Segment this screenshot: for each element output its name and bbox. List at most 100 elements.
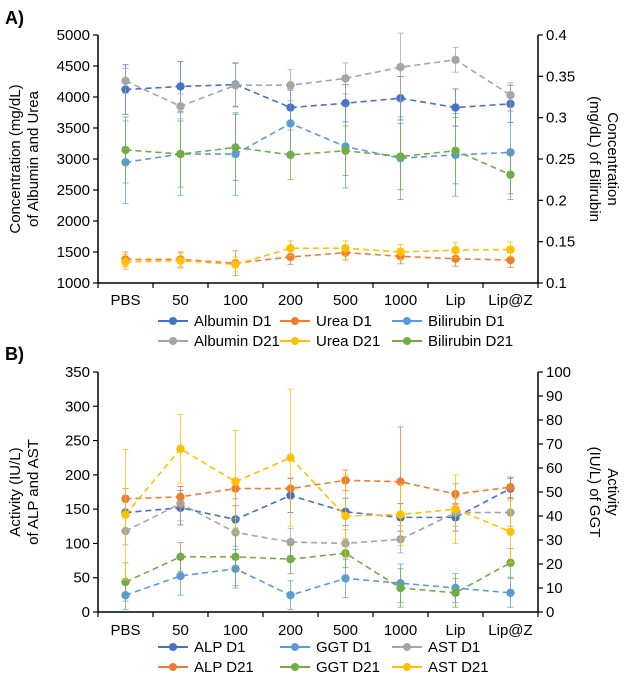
svg-text:Activity(IU/L) of GGT: Activity(IU/L) of GGT bbox=[586, 447, 621, 538]
data-point bbox=[286, 555, 295, 564]
legend-label: Bilirubin D21 bbox=[428, 333, 513, 350]
legend-marker bbox=[403, 663, 411, 671]
x-tick-label-pbs: PBS bbox=[110, 622, 140, 639]
y-axis-label-left: Concentration (mg/dL)of Albumin and Urea bbox=[7, 84, 42, 233]
legend-item-alp-d21: ALP D21 bbox=[158, 659, 254, 676]
series-line bbox=[124, 447, 511, 533]
legend-item-ast-d21: AST D21 bbox=[392, 659, 489, 676]
svg-text:Concentration (mg/dL)of Albumi: Concentration (mg/dL)of Albumin and Urea bbox=[7, 84, 42, 233]
legend: ALP D1 GGT D1 AST D1 ALP D21 GGT D21 AST D21 bbox=[158, 639, 489, 676]
legend: Albumin D1 Urea D1 Bilirubin D1 Albumin D21… bbox=[158, 313, 513, 350]
legend-label: Urea D21 bbox=[316, 333, 380, 350]
y-tick-label-right: 90 bbox=[546, 388, 563, 405]
data-point bbox=[396, 63, 405, 72]
data-point bbox=[176, 82, 185, 91]
series-line bbox=[125, 502, 511, 545]
x-tick-label-100: 100 bbox=[223, 622, 248, 639]
panel-label: B) bbox=[5, 344, 24, 364]
data-point bbox=[451, 504, 460, 514]
data-point bbox=[506, 90, 515, 100]
data-point bbox=[121, 76, 130, 86]
data-point bbox=[231, 143, 240, 152]
legend-marker bbox=[403, 337, 411, 345]
data-point bbox=[176, 571, 185, 581]
series-line bbox=[125, 146, 511, 176]
legend-item-bilirubin-d1: Bilirubin D1 bbox=[392, 313, 505, 330]
data-point bbox=[286, 591, 295, 600]
legend-item-bilirubin-d21: Bilirubin D21 bbox=[392, 333, 513, 350]
series-line bbox=[125, 247, 511, 266]
legend-marker bbox=[291, 317, 299, 325]
x-tick-label-pbs: PBS bbox=[110, 292, 140, 309]
data-point bbox=[506, 245, 515, 254]
y-tick-label-left: 2500 bbox=[57, 182, 90, 199]
data-point bbox=[121, 257, 130, 267]
data-point bbox=[176, 256, 185, 265]
data-point bbox=[341, 74, 350, 83]
y-tick-label-right: 100 bbox=[546, 364, 571, 381]
legend-marker bbox=[403, 317, 411, 325]
legend-item-albumin-d21: Albumin D21 bbox=[158, 333, 280, 350]
y-tick-label-right: 0.2 bbox=[546, 192, 567, 209]
legend-label: Albumin D21 bbox=[194, 333, 280, 350]
y-tick-label-right: 50 bbox=[546, 484, 563, 501]
legend-item-urea-d21: Urea D21 bbox=[280, 333, 380, 350]
y-tick-label-right: 0.25 bbox=[546, 151, 575, 168]
legend-marker bbox=[291, 337, 299, 345]
y-axis-label-right: Concentration(mg/dL) of Bilirubin bbox=[586, 96, 621, 222]
y-tick-label-left: 100 bbox=[65, 535, 90, 552]
data-point bbox=[176, 102, 185, 111]
data-point bbox=[341, 146, 350, 155]
y-tick-label-left: 4500 bbox=[57, 58, 90, 75]
legend-label: Albumin D1 bbox=[194, 313, 272, 330]
data-point bbox=[396, 247, 405, 257]
x-tick-label-200: 200 bbox=[278, 292, 303, 309]
data-point bbox=[286, 244, 295, 253]
x-tick-label-100: 100 bbox=[223, 292, 248, 309]
data-point bbox=[451, 146, 460, 155]
data-point bbox=[451, 55, 460, 64]
data-point bbox=[341, 244, 350, 253]
legend-marker bbox=[169, 643, 177, 651]
legend-marker bbox=[291, 643, 299, 651]
data-point bbox=[231, 81, 240, 90]
svg-text:Concentration(mg/dL) of Biliru: Concentration(mg/dL) of Bilirubin bbox=[586, 96, 621, 222]
y-tick-label-left: 300 bbox=[65, 398, 90, 415]
y-axis-label-right: Activity(IU/L) of GGT bbox=[586, 447, 621, 538]
y-tick-label-right: 60 bbox=[546, 460, 563, 477]
y-tick-label-left: 2000 bbox=[57, 213, 90, 230]
x-tick-label-lip: Lip bbox=[445, 622, 465, 639]
y-tick-label-left: 1500 bbox=[57, 244, 90, 261]
x-tick-label-lip-z: Lip@Z bbox=[488, 292, 532, 309]
legend-marker bbox=[403, 643, 411, 651]
legend-item-albumin-d1: Albumin D1 bbox=[158, 313, 272, 330]
series-line bbox=[125, 567, 511, 597]
panel-label: A) bbox=[5, 8, 24, 28]
chart-panel-a: A) 1000 1500 2000 2500 3000 3500 4000 4500 5000 0.… bbox=[5, 8, 621, 350]
x-tick-label-200: 200 bbox=[278, 622, 303, 639]
data-point bbox=[286, 252, 295, 262]
data-point bbox=[121, 145, 130, 155]
y-tick-label-left: 350 bbox=[65, 364, 90, 381]
data-point bbox=[176, 552, 185, 561]
data-point bbox=[286, 150, 295, 160]
data-point bbox=[451, 588, 460, 597]
series-ggt-d21 bbox=[121, 527, 515, 608]
data-point bbox=[506, 255, 515, 265]
data-point bbox=[451, 245, 460, 255]
series-line bbox=[125, 122, 511, 164]
x-tick-label-1000: 1000 bbox=[384, 292, 417, 309]
x-tick-label-50: 50 bbox=[172, 292, 189, 309]
y-tick-label-right: 0.15 bbox=[546, 234, 575, 251]
data-point bbox=[286, 537, 295, 547]
x-tick-label-lip: Lip bbox=[445, 292, 465, 309]
y-tick-label-right: 0.1 bbox=[546, 275, 567, 292]
series-urea-d21 bbox=[121, 240, 515, 273]
x-tick-label-500: 500 bbox=[333, 292, 358, 309]
y-tick-label-left: 150 bbox=[65, 501, 90, 518]
y-tick-label-left: 200 bbox=[65, 467, 90, 484]
y-tick-label-left: 5000 bbox=[57, 27, 90, 44]
data-point bbox=[231, 552, 240, 561]
y-tick-label-right: 10 bbox=[546, 580, 563, 597]
legend-item-ast-d1: AST D1 bbox=[392, 639, 480, 656]
